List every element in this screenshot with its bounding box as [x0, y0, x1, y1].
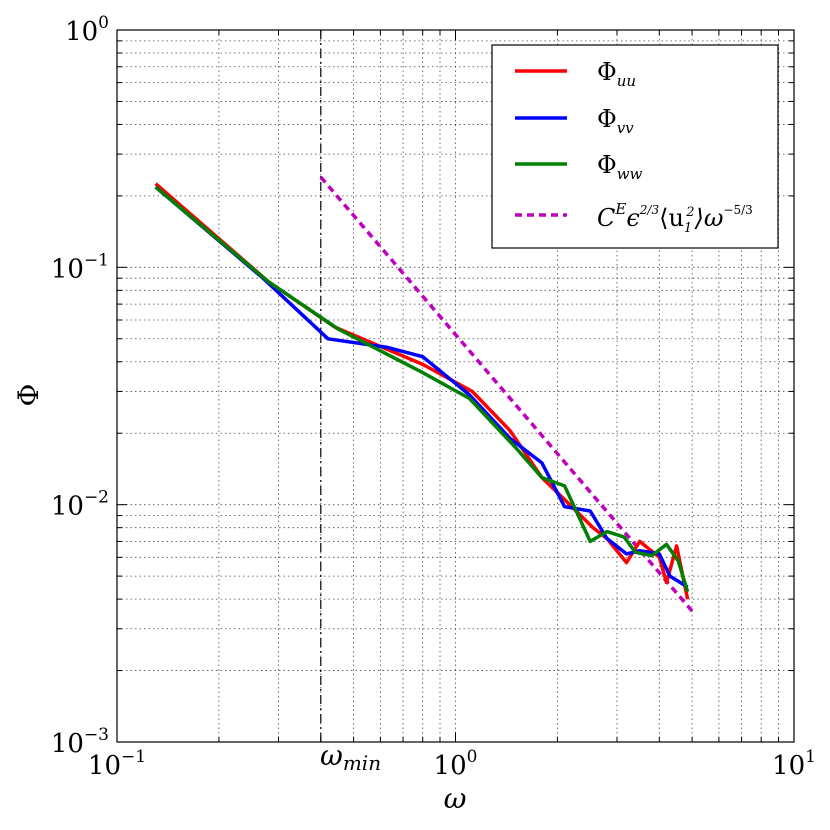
y-tick-label: 100 — [65, 13, 109, 47]
x-tick-label: 10−1 — [88, 747, 146, 781]
y-tick-label: 10−3 — [51, 725, 109, 759]
legend-label-vv: Φvv — [597, 105, 634, 137]
x-tick-label: 101 — [772, 747, 816, 781]
y-tick-label: 10−1 — [51, 250, 109, 284]
series-line-vv — [154, 185, 689, 589]
legend: Φuu Φvv Φww CEϵ2/3⟨u12⟩ω−5/3 — [491, 44, 779, 249]
y-tick-label: 10−2 — [51, 488, 109, 522]
legend-label-model: CEϵ2/3⟨u12⟩ω−5/3 — [597, 200, 753, 236]
y-axis-title: Φ — [12, 384, 45, 407]
x-axis-title: ω — [444, 782, 467, 815]
grid — [117, 30, 794, 742]
vline-label-main: ω — [320, 739, 343, 772]
legend-label-ww: Φww — [597, 151, 643, 183]
legend-label-uu: Φuu — [597, 58, 636, 90]
plot-lines — [154, 30, 694, 742]
x-tick-label: 100 — [434, 747, 478, 781]
ticks — [116, 30, 794, 743]
tick-labels: 10−1 100 101 10−3 10−2 10−1 100 — [51, 13, 816, 781]
series-line-ww — [154, 185, 690, 593]
vline-label: ωmin — [320, 739, 381, 775]
vline-label-sub: min — [343, 751, 381, 775]
